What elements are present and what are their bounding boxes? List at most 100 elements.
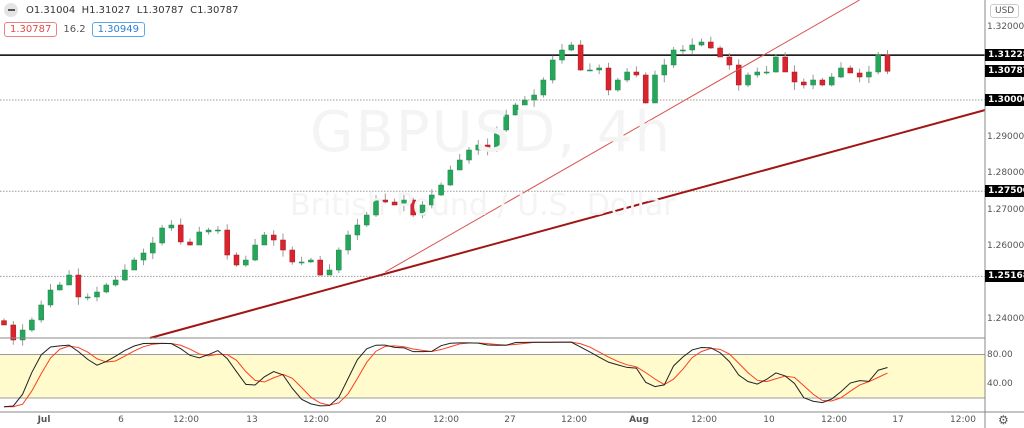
candle-up	[57, 284, 63, 291]
candle-up	[19, 329, 26, 341]
candle-up	[596, 67, 602, 71]
candle-up	[401, 199, 407, 206]
candle-up	[94, 291, 100, 298]
price-tag: 1.31228	[985, 49, 1024, 62]
candle-up	[373, 199, 379, 216]
candle-down	[484, 144, 491, 151]
candle-down	[233, 254, 240, 266]
price-tick-label: 1.24000	[987, 314, 1024, 324]
candle-up	[38, 304, 44, 321]
candle-down	[717, 47, 723, 58]
legend-header: O1.31004 H1.31027 L1.30787 C1.30787	[4, 3, 238, 17]
candle-up	[689, 44, 695, 51]
candle-down	[642, 74, 649, 104]
stoch-k-line	[3, 341, 888, 408]
candle-down	[317, 259, 323, 276]
candle-up	[624, 71, 630, 81]
time-tick-label: 10	[763, 415, 775, 425]
candle-up	[159, 227, 165, 244]
price-tag: 1.30000	[985, 94, 1024, 106]
candle-up	[661, 64, 668, 76]
candle-up	[866, 71, 872, 78]
candle-down	[782, 56, 788, 73]
gear-icon[interactable]: ⚙	[998, 413, 1009, 427]
candle-up	[763, 71, 770, 74]
candle-up	[494, 129, 500, 151]
candle-up	[419, 204, 426, 216]
bid-button[interactable]: 1.30787	[4, 22, 58, 37]
price-tick-label: 1.32000	[987, 22, 1024, 32]
candle-up	[587, 69, 593, 72]
candle-down	[391, 201, 398, 206]
candle-up	[773, 56, 779, 73]
stoch-tick-label: 80.00	[987, 349, 1013, 360]
quote-row: 1.30787 16.2 1.30949	[4, 22, 145, 37]
price-tick-label: 1.27000	[987, 204, 1024, 215]
candle-up	[531, 94, 537, 101]
time-tick-label: 12:00	[821, 415, 847, 425]
watermark-symbol: GBPUSD, 4h	[310, 100, 672, 165]
candle-down	[289, 249, 296, 263]
candle-up	[680, 49, 686, 52]
candle-up	[168, 224, 175, 229]
candle-up	[568, 44, 575, 51]
trendline[interactable]	[149, 109, 986, 339]
time-tick-label: 12:00	[950, 415, 976, 425]
candle-down	[382, 199, 389, 203]
candle-up	[652, 74, 658, 104]
candle-up	[438, 184, 444, 196]
candle-up	[875, 54, 881, 73]
candle-up	[670, 49, 677, 66]
candle-up	[522, 99, 528, 106]
candle-down	[801, 81, 807, 86]
time-tick-label: 12:00	[691, 415, 717, 425]
candle-up	[828, 76, 835, 86]
ohlc-values: O1.31004 H1.31027 L1.30787 C1.30787	[26, 4, 239, 16]
candles	[1, 36, 891, 346]
candle-up	[838, 67, 844, 78]
candle-up	[243, 259, 249, 266]
watermark-description: British Pound / U.S. Dollar	[290, 188, 676, 223]
trendline[interactable]	[385, 0, 860, 273]
time-tick-label: 12:00	[173, 415, 199, 425]
price-tag: 1.27500	[985, 185, 1024, 198]
candle-up	[252, 244, 258, 261]
time-tick-label: 13	[246, 415, 258, 425]
candle-up	[215, 229, 221, 232]
candle-down	[847, 67, 854, 74]
candle-up	[754, 71, 761, 76]
currency-button[interactable]: USD	[990, 4, 1020, 18]
price-levels	[0, 54, 985, 277]
candle-down	[605, 67, 612, 91]
candle-up	[308, 259, 314, 263]
candle-up	[549, 59, 556, 81]
time-tick-label: 27	[504, 415, 516, 425]
time-tick-label: 12:00	[433, 415, 459, 425]
time-tick-label: 20	[375, 415, 387, 425]
candle-up	[131, 259, 137, 271]
candle-up	[261, 234, 268, 246]
candle-down	[270, 234, 277, 241]
candle-up	[140, 252, 147, 261]
candle-down	[791, 71, 798, 83]
candle-down	[726, 56, 733, 66]
ask-button[interactable]: 1.30949	[91, 22, 145, 37]
candle-down	[735, 64, 742, 86]
candle-up	[84, 296, 91, 299]
candle-up	[122, 269, 128, 281]
stoch-tick-label: 40.00	[987, 378, 1013, 389]
candle-up	[559, 49, 565, 61]
candle-up	[615, 79, 621, 91]
stoch-d-line	[4, 341, 888, 408]
candle-down	[280, 239, 286, 251]
stoch-band	[0, 354, 985, 398]
price-tag: 1.30787	[985, 65, 1024, 78]
price-tick-label: 1.26000	[987, 241, 1024, 251]
candle-up	[475, 144, 482, 151]
candle-down	[856, 72, 863, 78]
minus-circle-icon[interactable]	[4, 3, 18, 17]
candle-up	[298, 261, 305, 264]
candle-up	[512, 104, 519, 116]
candle-up	[456, 159, 463, 171]
